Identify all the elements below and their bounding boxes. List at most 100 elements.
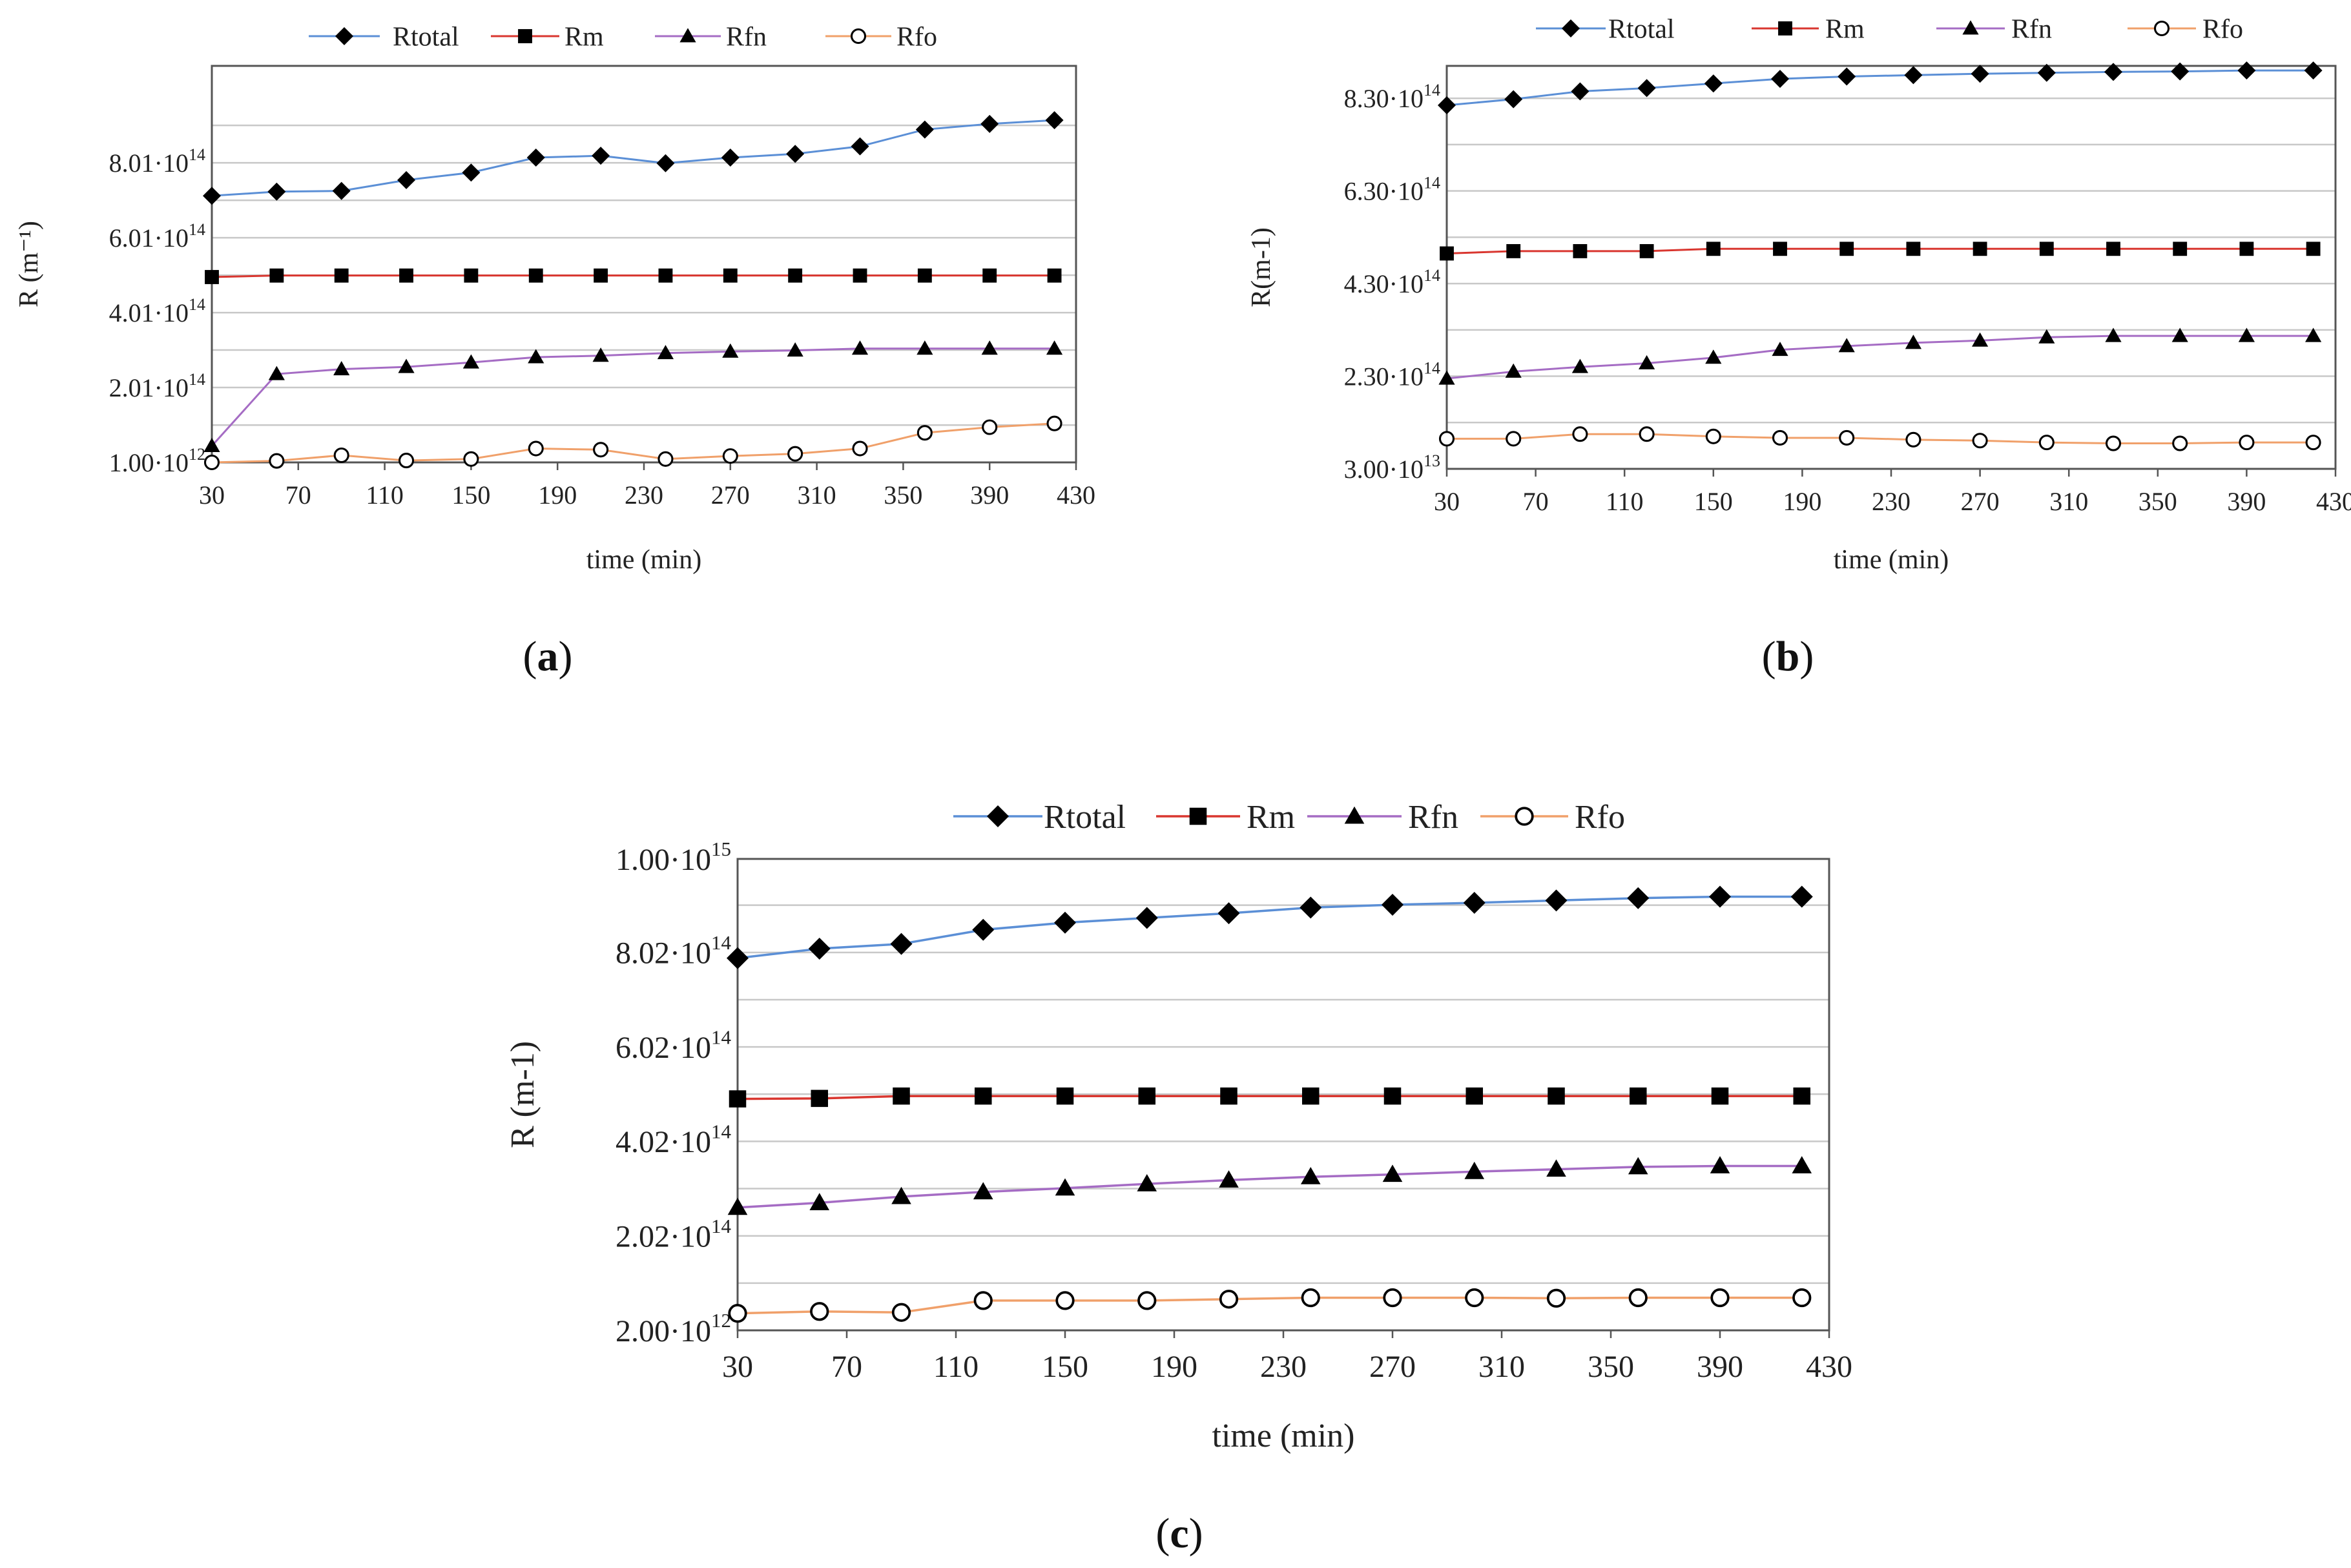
x-tick-label: 30 — [1434, 487, 1460, 516]
rfn-point — [2038, 329, 2055, 344]
y-tick-label: 4.01·1014 — [109, 295, 205, 327]
y-tick-label: 2.00·1012 — [616, 1309, 731, 1348]
rm-point — [1440, 246, 1454, 261]
x-tick-label: 350 — [2139, 487, 2177, 516]
rfn-line — [737, 1164, 1802, 1209]
x-tick-label: 310 — [798, 480, 836, 510]
rfo-point — [2105, 435, 2122, 451]
rfo-point — [1705, 428, 1721, 444]
rfn-point — [1344, 806, 1365, 824]
x-axis-title: time (min) — [1212, 1418, 1355, 1454]
rfo-point — [269, 453, 285, 469]
x-tick-label: 230 — [1872, 487, 1911, 516]
rtotal-point — [656, 154, 675, 172]
rtotal-point — [462, 163, 481, 182]
rfn-point — [1137, 1173, 1157, 1191]
rm-point — [982, 268, 997, 283]
rfn-point — [2171, 327, 2188, 342]
legend: Rtotal Rm Rfn Rfo — [309, 23, 937, 52]
x-tick-label: 30 — [199, 480, 225, 510]
rfo-line — [737, 1296, 1802, 1315]
y-tick-label: 1.00·1015 — [616, 838, 731, 877]
rm-markers — [205, 268, 1062, 284]
rtotal-point — [1545, 889, 1568, 912]
rfn-point — [592, 347, 609, 362]
y-tick-label: 4.02·1014 — [616, 1120, 731, 1160]
rfo-point — [1546, 1288, 1566, 1308]
rtotal-point — [721, 149, 740, 167]
rtotal-line — [737, 895, 1802, 960]
rtotal-point — [1045, 111, 1064, 130]
rtotal-point — [1382, 893, 1403, 916]
legend-label-rfo: Rfo — [2202, 15, 2243, 45]
rfn-point — [1792, 1156, 1812, 1173]
rm-point — [269, 268, 284, 283]
rtotal-point — [1054, 911, 1076, 934]
rm-point — [1056, 1087, 1074, 1105]
x-tick-label: 150 — [1694, 487, 1733, 516]
rm-point — [723, 268, 738, 283]
rfo-point — [203, 454, 220, 471]
plot-area-frame — [1445, 65, 2337, 470]
rfn-point — [1639, 355, 1655, 369]
rfo-point — [528, 440, 544, 457]
y-tick-label: 6.30·1014 — [1344, 174, 1440, 206]
rm-line — [1446, 247, 2314, 254]
x-tick-label: 350 — [884, 480, 922, 510]
y-tick-label: 2.30·1014 — [1344, 359, 1440, 391]
rm-point — [974, 1087, 992, 1105]
rm-point — [1711, 1087, 1729, 1105]
rfn-point — [203, 437, 220, 452]
rm-point — [528, 268, 543, 283]
rm-point — [1793, 1087, 1811, 1105]
rtotal-point — [1217, 902, 1240, 925]
rm-point — [1548, 1087, 1565, 1105]
y-tick-label: 2.02·1014 — [616, 1215, 731, 1254]
rtotal-point — [890, 933, 913, 955]
rfo-point — [1137, 1291, 1157, 1310]
rtotal-point — [727, 947, 749, 969]
rtotal-point — [592, 147, 610, 165]
legend-label-rfn: Rfn — [726, 23, 767, 52]
rtotal-point — [915, 120, 934, 139]
rfo-point — [1639, 426, 1655, 442]
rtotal-point — [1135, 907, 1158, 929]
rfn-point — [1571, 358, 1588, 373]
rtotal-point — [1562, 19, 1580, 37]
rfn-point — [1628, 1157, 1648, 1175]
y-tick-label: 2.01·1014 — [109, 370, 205, 402]
rm-point — [729, 1090, 747, 1108]
x-tick-label: 270 — [1369, 1350, 1416, 1384]
rfn-markers — [727, 1156, 1812, 1215]
rfn-point — [657, 345, 674, 360]
rm-point — [1639, 243, 1654, 258]
rtotal-point — [1790, 885, 1813, 908]
rfn-point — [1905, 335, 1921, 349]
rfo-point — [399, 453, 415, 469]
panel-label-a: (a) — [523, 633, 573, 680]
rfn-point — [1962, 20, 1979, 35]
panel-label-b: (b) — [1762, 633, 1814, 680]
rtotal-point — [1838, 67, 1856, 86]
y-tick-label: 6.02·1014 — [616, 1026, 731, 1065]
rm-point — [1973, 242, 1987, 256]
y-tick-label: 4.30·1014 — [1344, 266, 1440, 298]
rfn-point — [1546, 1159, 1566, 1177]
rtotal-point — [335, 27, 353, 45]
rm-point — [811, 1089, 829, 1108]
rtotal-point — [1504, 90, 1523, 108]
rtotal-point — [1709, 885, 1731, 908]
rtotal-point — [1571, 82, 1590, 101]
rtotal-point — [2237, 61, 2256, 80]
rtotal-point — [2171, 62, 2190, 81]
rtotal-point — [1971, 65, 1989, 83]
legend-label-rtotal: Rtotal — [1044, 799, 1126, 836]
rm-point — [2106, 242, 2120, 256]
rm-point — [1383, 1087, 1402, 1105]
rfn-point — [727, 1197, 748, 1215]
x-tick-label: 110 — [366, 480, 404, 510]
rfn-point — [722, 343, 739, 358]
rfn-point — [1382, 1164, 1403, 1182]
rtotal-line — [1446, 69, 2314, 107]
rfo-point — [850, 28, 867, 45]
